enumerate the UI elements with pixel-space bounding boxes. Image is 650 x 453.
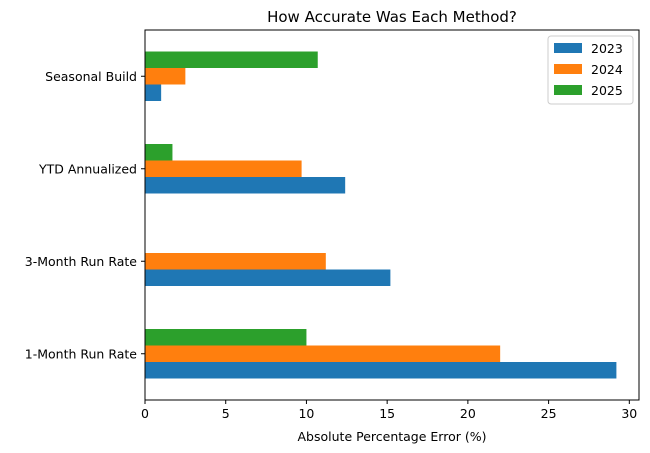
y-tick-label: Seasonal Build xyxy=(45,69,137,84)
legend-swatch-2024 xyxy=(554,64,582,74)
plot-frame xyxy=(144,29,640,401)
bar-2024-ytd-annualized xyxy=(145,160,302,177)
bar-2025-1-month-run-rate xyxy=(145,329,307,346)
y-axis-ticks: 1-Month Run Rate 3-Month Run Rate YTD Annu… xyxy=(25,69,145,361)
chart-title: How Accurate Was Each Method? xyxy=(267,8,517,26)
x-axis-ticks: 0 5 10 15 20 25 30 xyxy=(141,400,637,421)
bar-2023-seasonal-build xyxy=(145,84,162,101)
legend-label-2023: 2023 xyxy=(591,41,623,56)
legend: 2023 2024 2025 xyxy=(547,35,634,105)
x-tick-label: 5 xyxy=(222,406,230,421)
bar-2024-3-month-run-rate xyxy=(145,253,326,270)
y-tick-label: YTD Annualized xyxy=(38,161,137,176)
bar-2024-1-month-run-rate xyxy=(145,345,501,362)
bar-2024-seasonal-build xyxy=(145,68,186,85)
bar-2023-3-month-run-rate xyxy=(145,269,391,286)
x-tick-label: 20 xyxy=(460,406,476,421)
bar-2023-ytd-annualized xyxy=(145,177,346,194)
x-tick-label: 15 xyxy=(379,406,395,421)
y-tick-label: 3-Month Run Rate xyxy=(25,254,138,269)
bar-2023-1-month-run-rate xyxy=(145,362,617,379)
bar-2025-ytd-annualized xyxy=(145,144,173,161)
x-tick-label: 30 xyxy=(621,406,637,421)
legend-label-2024: 2024 xyxy=(591,62,623,77)
y-tick-label: 1-Month Run Rate xyxy=(25,346,138,361)
x-tick-label: 25 xyxy=(541,406,557,421)
legend-swatch-2023 xyxy=(554,43,582,53)
bars-group xyxy=(145,51,617,379)
legend-label-2025: 2025 xyxy=(591,83,623,98)
legend-swatch-2025 xyxy=(554,85,582,95)
x-tick-label: 10 xyxy=(298,406,314,421)
bar-2025-seasonal-build xyxy=(145,51,318,68)
x-tick-label: 0 xyxy=(141,406,149,421)
x-axis-label: Absolute Percentage Error (%) xyxy=(298,429,487,444)
